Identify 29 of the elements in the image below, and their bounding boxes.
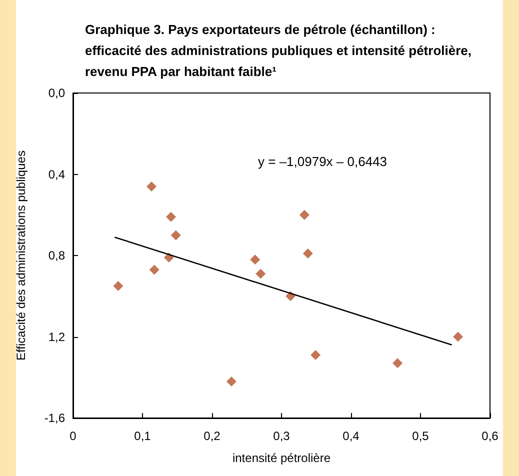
point — [310, 350, 321, 360]
point — [166, 212, 176, 222]
point — [149, 264, 160, 275]
y-tick-label: 1,2 — [48, 330, 66, 344]
x-tick-label: 0,3 — [273, 429, 290, 443]
x-axis-title: intensité pétrolière — [232, 451, 331, 465]
y-tick-label: 0,4 — [48, 167, 66, 182]
x-tick-label: 0,6 — [482, 429, 499, 443]
x-tick-label: 0,1 — [134, 429, 152, 443]
y-axis-title: Efficacité des administrations publiques — [14, 150, 28, 360]
chart-title: Graphique 3. Pays exportateurs de pétrole (échantillon) : efficacité des administrations publiques et intensité pétrolière, revenu PPA par habitant faible¹ — [85, 22, 472, 79]
point — [299, 210, 310, 220]
point — [256, 268, 266, 279]
annotation: y = –1,0979x – 0,6443 — [258, 154, 388, 169]
x-tick-label: 0,4 — [342, 429, 360, 443]
x-tick-label: 0,5 — [412, 429, 430, 443]
point — [170, 230, 181, 240]
x-tick-label: 0,2 — [204, 429, 221, 443]
x-tick-label: 0 — [70, 429, 77, 443]
point — [146, 181, 157, 192]
point — [250, 254, 260, 265]
point — [113, 280, 124, 291]
point — [226, 376, 236, 386]
y-tick-label: -1,6 — [44, 411, 66, 425]
y-tick-label: 0,0 — [48, 86, 66, 100]
y-tick-label: 0,8 — [48, 248, 66, 262]
point — [302, 248, 313, 258]
point — [453, 332, 464, 342]
point — [392, 358, 403, 368]
